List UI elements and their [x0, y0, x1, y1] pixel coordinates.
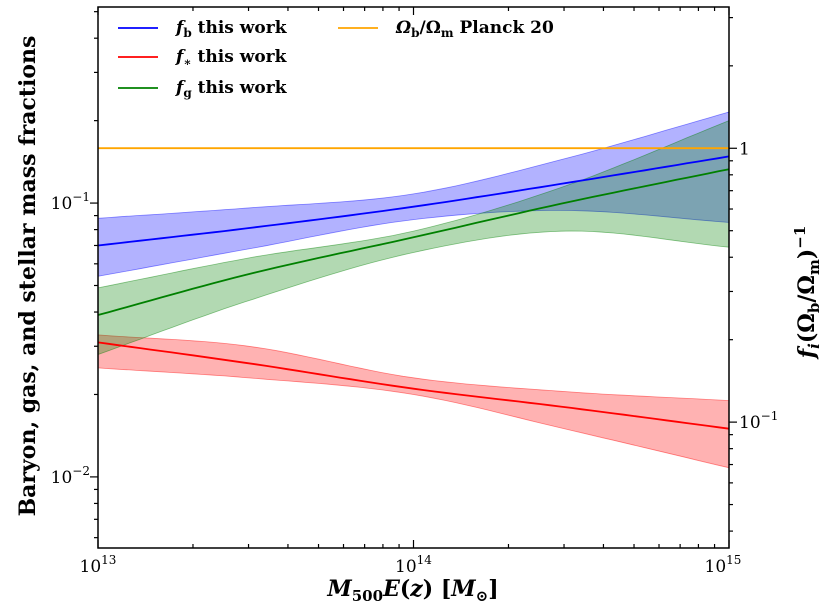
tick-labels: 1013 1014 1015 10−2 10−1 1 10−1: [51, 139, 779, 577]
y-axis-label: Baryon, gas, and stellar mass fractions: [15, 36, 41, 517]
series-lines: [97, 147, 730, 430]
x-tick-label: 1014: [395, 553, 432, 577]
line-0: [97, 155, 730, 247]
legend-entry: f∗ this work: [175, 47, 288, 69]
y-tick-label: 10−2: [51, 464, 90, 488]
right-tick-label: 1: [739, 139, 750, 159]
line-2: [97, 168, 730, 316]
uncertainty-bands: [97, 111, 730, 469]
legend-entry: fg this work: [175, 78, 288, 100]
legend-entry: Ωb/Ωm Planck 20: [395, 18, 554, 40]
right-tick-label: 10−1: [739, 409, 778, 433]
y-tick-label: 10−1: [51, 190, 90, 214]
right-axis-label: fi(Ωb/Ωm)−1: [791, 226, 823, 361]
x-tick-label: 1015: [705, 553, 742, 577]
legend-entry: fb this work: [175, 18, 288, 40]
axis-ticks: [90, 7, 737, 548]
x-axis-label: M500E(z) [M⊙]: [326, 576, 498, 604]
legend: fb this work f∗ this work fg this work Ωb/Ω…: [118, 18, 554, 100]
line-1: [97, 341, 730, 430]
x-tick-label: 1013: [80, 553, 117, 577]
